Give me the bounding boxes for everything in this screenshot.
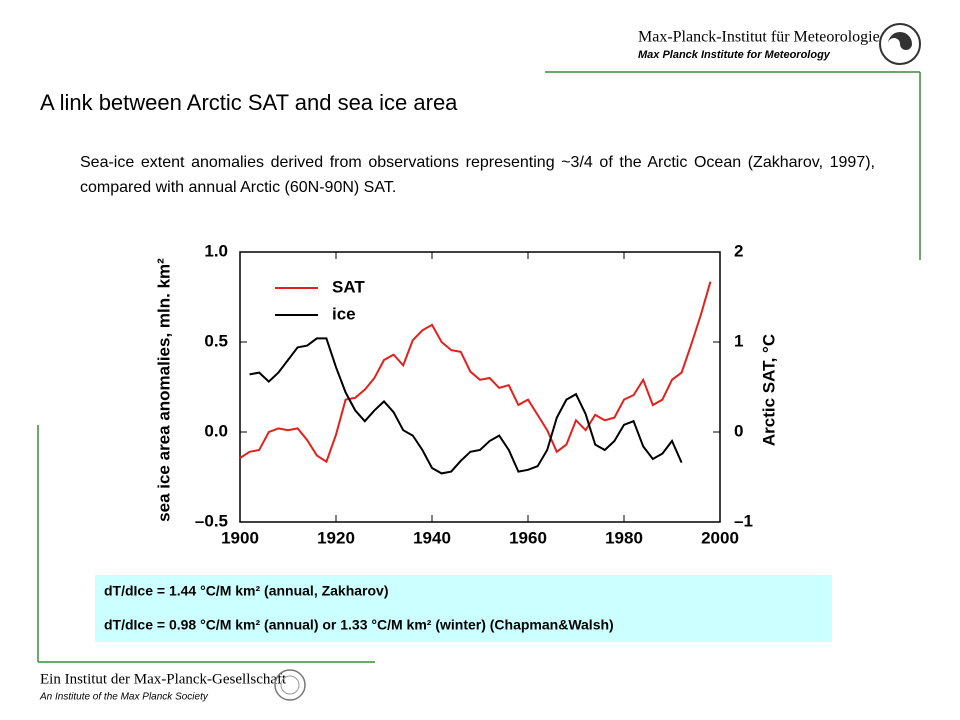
x-tick-label: 1900 [221, 528, 259, 547]
y-tick-label: 1.0 [204, 241, 228, 260]
logo [879, 23, 921, 65]
y-tick-label: 0.0 [204, 421, 228, 440]
x-tick-label: 1980 [605, 528, 643, 547]
y2-tick-label: –1 [734, 511, 753, 530]
y2-tick-label: 0 [734, 421, 743, 440]
institute-name-en: Max Planck Institute for Meteorology [638, 49, 831, 61]
y-axis-label: sea ice area anomalies, mln. km² [154, 258, 173, 522]
x-tick-label: 1940 [413, 528, 451, 547]
x-tick-label: 2000 [701, 528, 739, 547]
y-tick-label: 0.5 [204, 331, 228, 350]
legend-label: ice [332, 304, 356, 323]
institute-name: Max-Planck-Institut für Meteorologie [638, 29, 880, 46]
y2-axis-label: Arctic SAT, °C [759, 334, 778, 446]
society-name: Ein Institut der Max-Planck-Gesellschaft [40, 671, 287, 687]
legend-label: SAT [332, 277, 365, 296]
note-box [95, 575, 832, 642]
x-tick-label: 1920 [317, 528, 355, 547]
data-line [239, 281, 712, 464]
description: Sea-ice extent anomalies derived from ob… [80, 154, 875, 196]
note: dT/dIce = 1.44 °C/M km² (annual, Zakharo… [104, 583, 389, 599]
note: dT/dIce = 0.98 °C/M km² (annual) or 1.33… [104, 617, 614, 633]
data-line [249, 337, 683, 475]
slide-title: A link between Arctic SAT and sea ice ar… [40, 90, 458, 115]
y-tick-label: –0.5 [195, 511, 228, 530]
plot-frame [239, 251, 721, 523]
logo [274, 669, 306, 701]
y2-tick-label: 2 [734, 241, 743, 260]
x-tick-label: 1960 [509, 528, 547, 547]
society-name-en: An Institute of the Max Planck Society [39, 692, 209, 703]
y2-tick-label: 1 [734, 331, 743, 350]
